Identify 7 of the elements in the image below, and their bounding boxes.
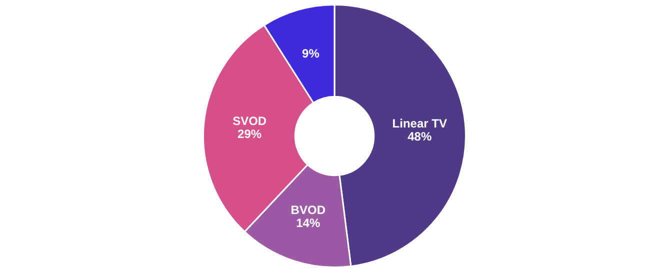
data-label: 9% (302, 46, 320, 60)
data-label: 48% (408, 129, 432, 144)
data-label: 29% (238, 126, 262, 141)
slice-label: SVOD (232, 114, 267, 128)
slice-label: Linear TV (392, 116, 447, 130)
data-label: 14% (296, 216, 320, 230)
slice-label: BVOD (290, 202, 326, 217)
